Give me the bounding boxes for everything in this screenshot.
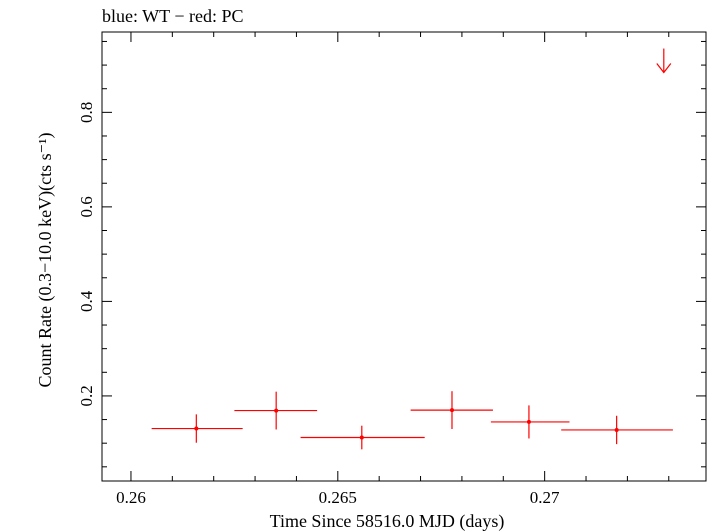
data-point (490, 405, 570, 439)
x-tick-label: 0.26 (116, 488, 146, 507)
y-tick-label: 0.8 (77, 102, 96, 123)
chart-title: blue: WT − red: PC (102, 6, 243, 26)
upper-limit-arrow (656, 48, 672, 74)
y-axis-label: Count Rate (0.3−10.0 keV)(cts s⁻¹) (35, 132, 56, 387)
data-point (151, 414, 243, 443)
data-point (410, 391, 493, 430)
y-axis-ticks: 0.2 0.4 0.6 0.8 (77, 40, 706, 468)
data-marker (614, 427, 619, 432)
upper-limit-head (656, 63, 672, 74)
data-point (561, 415, 673, 445)
data-marker (526, 419, 531, 424)
y-tick-label: 0.2 (77, 385, 96, 406)
data-marker (274, 408, 279, 413)
x-tick-label: 0.27 (530, 488, 560, 507)
data-marker (449, 408, 454, 413)
x-axis-ticks: 0.26 0.265 0.27 (116, 32, 670, 507)
y-tick-label: 0.6 (77, 196, 96, 217)
data-point (234, 391, 318, 430)
data-point (300, 425, 425, 450)
data-marker (194, 426, 199, 431)
data-marker (359, 435, 364, 440)
plot-frame (101, 31, 707, 482)
y-tick-label: 0.4 (77, 290, 96, 312)
x-axis-label: Time Since 58516.0 MJD (days) (270, 511, 505, 532)
data-marks (151, 48, 673, 450)
x-tick-label: 0.265 (319, 488, 357, 507)
